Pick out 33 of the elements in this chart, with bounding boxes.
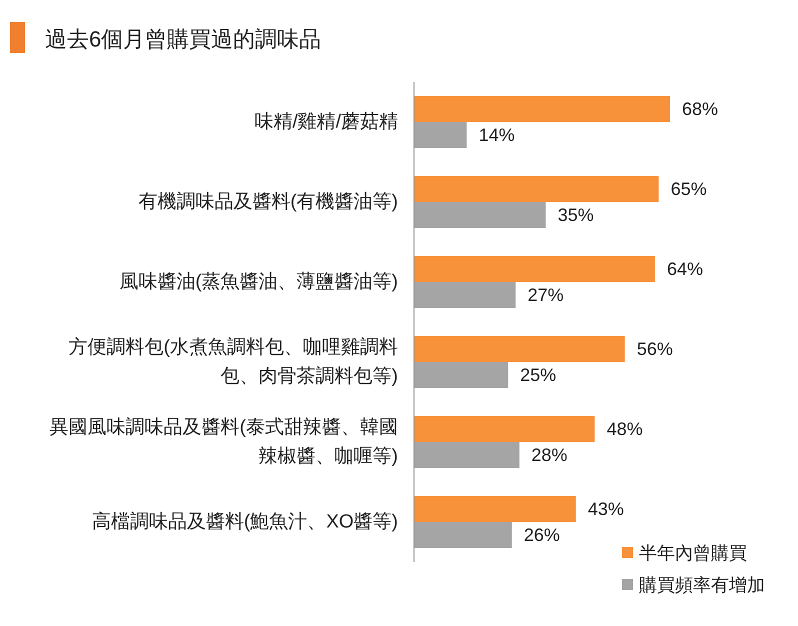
bar bbox=[414, 96, 670, 122]
text: 過去6個月曾購買過的調味品 bbox=[45, 26, 322, 52]
y-tick-label: 有機調味品及醬料(有機醬油等) bbox=[137, 190, 398, 214]
data-label: 48% bbox=[606, 419, 643, 439]
y-tick-label: 高檔調味品及醬料(鮑魚汁、XO醬等) bbox=[90, 510, 398, 534]
y-tick-label: 味精/雞精/蘑菇精 bbox=[253, 110, 398, 134]
data-label: 28% bbox=[531, 445, 568, 465]
y-tick-label: 方便調料包(水煮魚調料包、咖哩雞調料包、肉骨茶調料包等) bbox=[68, 336, 398, 389]
bar bbox=[414, 336, 625, 362]
bar bbox=[414, 496, 576, 522]
data-label: 26% bbox=[524, 525, 560, 545]
bar bbox=[414, 256, 655, 282]
data-label: 68% bbox=[682, 99, 718, 119]
bar bbox=[414, 202, 546, 228]
bar bbox=[414, 522, 512, 548]
data-label: 43% bbox=[588, 499, 624, 519]
y-tick-label: 異國風味調味品及醬料(泰式甜辣醬、韓國辣椒醬、咖喱等) bbox=[48, 416, 398, 469]
bar bbox=[414, 362, 508, 388]
legend-label: 半年內曾購買 bbox=[639, 543, 747, 563]
bar bbox=[414, 176, 659, 202]
data-label: 14% bbox=[478, 125, 515, 145]
y-tick-label: 風味醬油(蒸魚醬油、薄鹽醬油等) bbox=[118, 270, 398, 294]
bar bbox=[414, 282, 516, 308]
legend-label: 購買頻率有增加 bbox=[639, 575, 765, 595]
data-label: 65% bbox=[670, 179, 707, 199]
data-label: 56% bbox=[636, 339, 673, 359]
data-label: 27% bbox=[528, 285, 564, 305]
bar bbox=[414, 442, 520, 468]
data-label: 64% bbox=[666, 259, 703, 279]
bar bbox=[414, 416, 595, 442]
bar bbox=[414, 122, 467, 148]
data-label: 35% bbox=[558, 205, 594, 225]
data-label: 25% bbox=[520, 365, 556, 385]
